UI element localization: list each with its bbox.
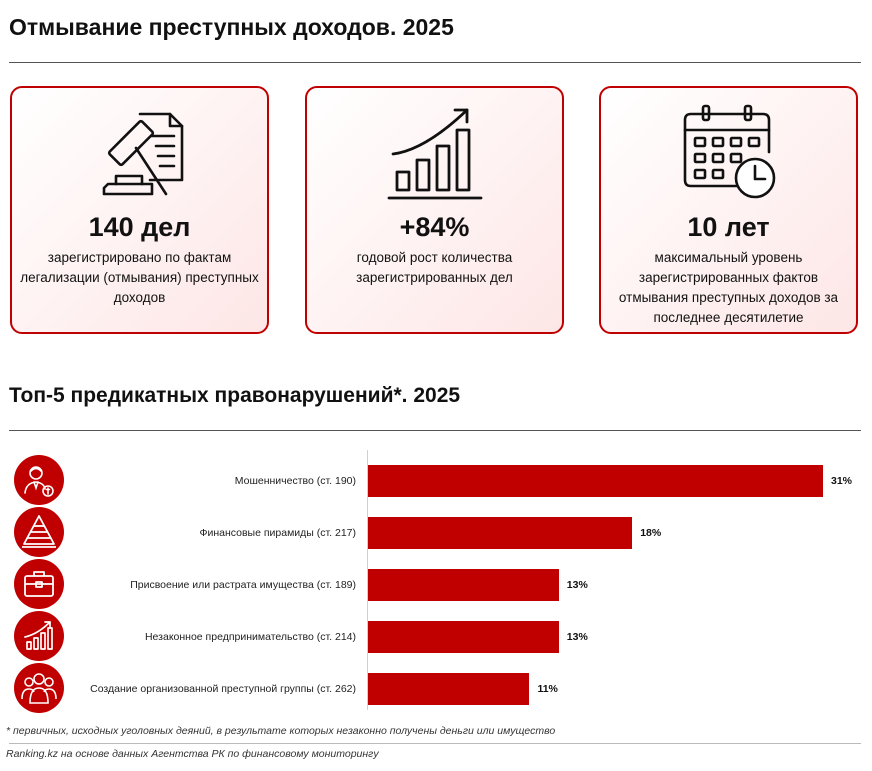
value-label: 13% — [566, 631, 588, 643]
calendar-clock-icon — [601, 102, 856, 202]
value-label: 18% — [640, 527, 662, 539]
stat-card-decade: 10 лет максимальный уровень зарегистриро… — [599, 86, 858, 334]
fraud-person-icon — [14, 455, 64, 505]
value-label: 13% — [566, 579, 588, 591]
pyramid-icon — [14, 507, 64, 557]
value-label: 11% — [537, 683, 558, 695]
category-label: Присвоение или растрата имущества (ст. 1… — [130, 579, 356, 591]
category-label: Создание организованной преступной групп… — [90, 683, 356, 695]
bar — [368, 465, 823, 497]
stat-description: зарегистрировано по фактам легализации (… — [20, 250, 259, 305]
category-label: Незаконное предпринимательство (ст. 214) — [144, 631, 356, 643]
briefcase-icon — [14, 559, 64, 609]
value-label: 31% — [831, 475, 853, 487]
source-note: Ranking.kz на основе данных Агентства РК… — [6, 748, 379, 760]
bar — [368, 569, 559, 601]
stat-description: максимальный уровень зарегистрированных … — [618, 250, 839, 325]
page-title: Отмывание преступных доходов. 2025 — [9, 14, 454, 40]
footnote: * первичных, исходных уголовных деяний, … — [6, 725, 556, 737]
bar — [368, 621, 559, 653]
gavel-document-icon — [12, 102, 267, 202]
stat-value: +84% — [399, 212, 470, 242]
growth-chart-icon — [14, 611, 64, 661]
category-label: Финансовые пирамиды (ст. 217) — [199, 527, 356, 539]
group-icon — [14, 663, 64, 713]
section-divider — [9, 430, 861, 431]
title-divider — [9, 62, 861, 63]
chart-axis-line — [367, 450, 368, 710]
stat-value: 140 дел — [88, 212, 191, 242]
bar — [368, 517, 633, 549]
section-title: Топ-5 предикатных правонарушений*. 2025 — [9, 384, 461, 407]
category-label: Мошенничество (ст. 190) — [234, 475, 356, 487]
stat-card-growth: +84% годовой рост количества зарегистрир… — [305, 86, 564, 334]
stat-card-cases: 140 дел зарегистрировано по фактам легал… — [10, 86, 269, 334]
stat-description: годовой рост количества зарегистрированн… — [356, 250, 513, 285]
footer-divider — [9, 743, 861, 744]
growth-chart-icon — [307, 102, 562, 202]
stat-value: 10 лет — [687, 212, 770, 242]
bar — [368, 673, 530, 705]
